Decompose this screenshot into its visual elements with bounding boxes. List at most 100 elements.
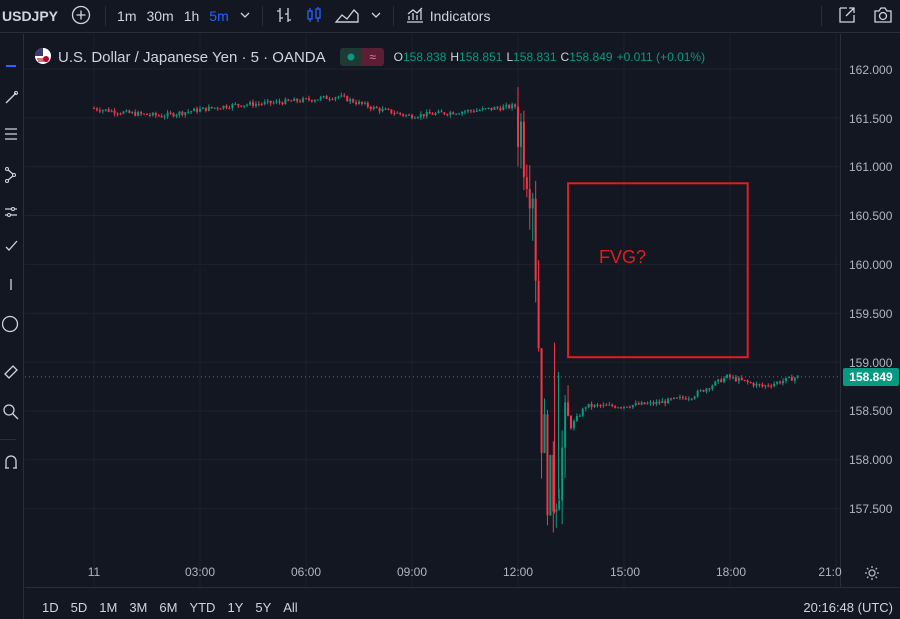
ohlc-value: 158.831 [513, 50, 557, 64]
magnet-tool[interactable] [0, 454, 22, 474]
price-tick: 157.500 [849, 502, 893, 516]
candle-body [151, 112, 154, 116]
price-tick: 159.000 [849, 356, 893, 370]
range-ytd[interactable]: YTD [189, 599, 216, 615]
candle-body [640, 402, 643, 405]
candle-body [617, 407, 620, 409]
range-1d[interactable]: 1D [42, 599, 59, 615]
timeframe-dropdown[interactable] [234, 0, 256, 33]
zoom-tool[interactable] [0, 403, 22, 424]
candle-body [746, 380, 749, 383]
candle-body [137, 112, 140, 116]
candle-body [319, 97, 322, 100]
candle-body [213, 107, 216, 109]
chart-settings-button[interactable] [864, 565, 880, 586]
candle-body [658, 401, 661, 404]
candle-body [411, 115, 413, 119]
timeframe-1h[interactable]: 1h [179, 0, 205, 33]
candle-body [425, 112, 428, 117]
range-5y[interactable]: 5Y [255, 599, 272, 615]
candle-body [93, 108, 95, 110]
camera-button[interactable] [866, 0, 900, 33]
bar-style-button[interactable] [269, 0, 299, 33]
range-1y[interactable]: 1Y [227, 599, 244, 615]
utc-clock[interactable]: 20:16:48 (UTC) [803, 599, 893, 615]
candle-body [154, 112, 157, 116]
candle-body [584, 407, 587, 409]
candle-body [596, 404, 599, 406]
candle-body [381, 108, 384, 112]
pattern-tool[interactable] [0, 166, 22, 187]
timeframe-30m[interactable]: 30m [141, 0, 178, 33]
range-all[interactable]: All [283, 599, 298, 615]
price-tick: 159.500 [849, 307, 893, 321]
candle-body [299, 101, 302, 103]
candle-body [714, 381, 717, 386]
candle-body [540, 348, 543, 453]
candle-body [358, 101, 360, 104]
add-symbol-button[interactable] [63, 0, 99, 33]
market-status-pill[interactable]: ≈ [339, 48, 384, 66]
candle-body [605, 404, 608, 406]
candle-body [337, 96, 340, 98]
cursor-tool[interactable] [0, 54, 22, 74]
range-6m[interactable]: 6M [159, 599, 178, 615]
timeframe-1m[interactable]: 1m [112, 0, 141, 33]
candle-body [190, 111, 193, 113]
candle-body [726, 374, 729, 378]
candle-body [599, 405, 602, 407]
candle-body [496, 107, 499, 109]
chart-pane[interactable] [25, 34, 840, 587]
snapshot-button[interactable] [828, 0, 866, 33]
candle-body [316, 99, 319, 101]
candle-body [325, 96, 328, 100]
candle-body [499, 108, 502, 111]
candle-body [578, 415, 581, 417]
text-tool[interactable] [0, 276, 22, 296]
candle-body [681, 396, 684, 399]
candle-body [328, 99, 331, 101]
candle-body [690, 398, 693, 400]
price-tick: 158.500 [849, 404, 893, 418]
timeframe-5m[interactable]: 5m [204, 0, 233, 33]
ruler-tool[interactable] [0, 364, 22, 384]
ohlc-high: H158.851 [450, 50, 502, 64]
candle-body [755, 383, 758, 386]
candle-body [178, 111, 181, 115]
candle-body [514, 104, 517, 107]
us-japan-flag-icon [34, 47, 52, 68]
trend-line-tool[interactable] [0, 90, 22, 110]
candle-body [717, 379, 720, 382]
candle-body [281, 102, 284, 105]
bottom-divider [25, 587, 900, 588]
candle-body [537, 280, 540, 349]
indicators-button[interactable]: Indicators [400, 0, 496, 33]
price-axis[interactable]: 162.000 161.500 161.000 160.500 160.000 … [840, 34, 900, 587]
candle-body [575, 415, 578, 422]
forecast-tool[interactable] [0, 204, 22, 224]
candle-body [670, 398, 673, 400]
candle-body [334, 97, 337, 100]
brush-tool[interactable] [0, 238, 22, 258]
indicators-icon [405, 5, 425, 28]
symbol-search[interactable]: USDJPY [0, 0, 63, 33]
range-3m[interactable]: 3M [129, 599, 148, 615]
ruler-icon [3, 364, 19, 385]
timeframe-label: 1m [117, 8, 137, 24]
fib-tool[interactable] [0, 126, 22, 146]
range-5d[interactable]: 5D [70, 599, 88, 615]
range-bar: 1D 5D 1M 3M 6M YTD 1Y 5Y All 20:16:48 (U… [25, 595, 900, 619]
candle-body [384, 108, 387, 110]
candle-body [511, 104, 514, 109]
candle-style-button[interactable] [299, 0, 329, 33]
style-dropdown[interactable] [365, 0, 387, 33]
icon-tool[interactable] [0, 315, 22, 336]
price-chart[interactable] [25, 34, 840, 587]
candle-body [464, 111, 466, 113]
annotation-text[interactable]: FVG? [599, 247, 647, 267]
candle-body [225, 105, 228, 108]
candle-body [684, 398, 687, 400]
area-style-button[interactable] [329, 0, 365, 33]
candle-body [131, 112, 134, 114]
range-1m[interactable]: 1M [99, 599, 118, 615]
